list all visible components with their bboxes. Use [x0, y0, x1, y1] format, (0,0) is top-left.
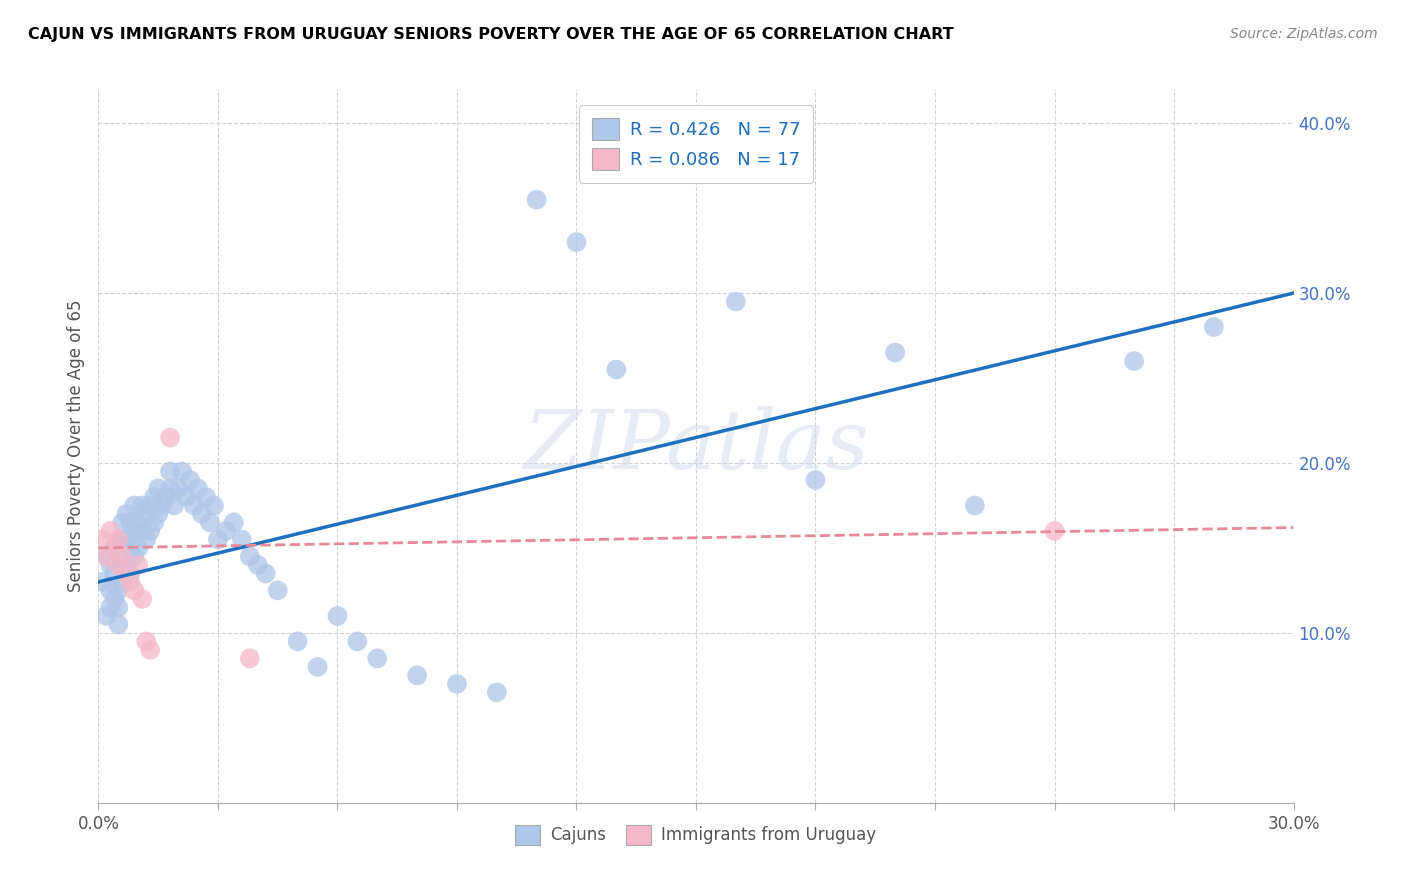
Point — [526, 193, 548, 207]
Point — [120, 566, 142, 581]
Point — [143, 490, 166, 504]
Point — [183, 499, 205, 513]
Point — [202, 499, 225, 513]
Text: Source: ZipAtlas.com: Source: ZipAtlas.com — [1230, 27, 1378, 41]
Point — [139, 499, 162, 513]
Y-axis label: Seniors Poverty Over the Age of 65: Seniors Poverty Over the Age of 65 — [66, 300, 84, 592]
Point — [366, 651, 388, 665]
Point — [124, 499, 146, 513]
Point — [159, 482, 181, 496]
Point — [287, 634, 309, 648]
Point — [124, 583, 146, 598]
Point — [187, 482, 209, 496]
Point — [139, 643, 162, 657]
Point — [111, 549, 134, 564]
Point — [107, 617, 129, 632]
Point — [446, 677, 468, 691]
Point — [120, 516, 142, 530]
Point — [91, 574, 114, 589]
Point — [724, 294, 747, 309]
Point — [103, 541, 125, 555]
Point — [115, 507, 138, 521]
Point — [155, 490, 177, 504]
Point — [103, 566, 125, 581]
Point — [198, 516, 221, 530]
Point — [1043, 524, 1066, 538]
Point — [267, 583, 290, 598]
Point — [143, 516, 166, 530]
Point — [565, 235, 588, 249]
Point — [195, 490, 218, 504]
Point — [148, 507, 170, 521]
Point — [131, 499, 153, 513]
Point — [804, 473, 827, 487]
Point — [107, 533, 129, 547]
Point — [174, 490, 197, 504]
Point — [120, 574, 142, 589]
Point — [111, 533, 134, 547]
Point — [107, 600, 129, 615]
Point — [98, 558, 122, 572]
Point — [172, 465, 194, 479]
Point — [406, 668, 429, 682]
Point — [96, 549, 118, 564]
Point — [124, 549, 146, 564]
Point — [150, 499, 173, 513]
Point — [963, 499, 986, 513]
Point — [98, 600, 122, 615]
Point — [127, 541, 149, 555]
Point — [231, 533, 253, 547]
Point — [98, 583, 122, 598]
Point — [135, 533, 157, 547]
Point — [135, 507, 157, 521]
Point — [120, 541, 142, 555]
Point — [246, 558, 269, 572]
Point — [163, 499, 186, 513]
Point — [307, 660, 329, 674]
Point — [115, 533, 138, 547]
Point — [167, 482, 190, 496]
Point — [207, 533, 229, 547]
Point — [103, 541, 125, 555]
Point — [191, 507, 214, 521]
Point — [107, 549, 129, 564]
Point — [159, 430, 181, 444]
Point — [115, 558, 138, 572]
Point — [127, 558, 149, 572]
Point — [131, 524, 153, 538]
Point — [159, 465, 181, 479]
Point — [131, 591, 153, 606]
Point — [96, 608, 118, 623]
Point — [107, 583, 129, 598]
Point — [148, 482, 170, 496]
Point — [124, 524, 146, 538]
Point — [215, 524, 238, 538]
Point — [96, 549, 118, 564]
Legend: Cajuns, Immigrants from Uruguay: Cajuns, Immigrants from Uruguay — [505, 814, 887, 855]
Point — [98, 524, 122, 538]
Point — [1202, 320, 1225, 334]
Point — [111, 516, 134, 530]
Point — [127, 516, 149, 530]
Point — [326, 608, 349, 623]
Point — [222, 516, 245, 530]
Text: CAJUN VS IMMIGRANTS FROM URUGUAY SENIORS POVERTY OVER THE AGE OF 65 CORRELATION : CAJUN VS IMMIGRANTS FROM URUGUAY SENIORS… — [28, 27, 953, 42]
Point — [107, 558, 129, 572]
Point — [884, 345, 907, 359]
Point — [91, 533, 114, 547]
Point — [103, 591, 125, 606]
Point — [346, 634, 368, 648]
Point — [111, 574, 134, 589]
Point — [239, 651, 262, 665]
Text: ZIPatlas: ZIPatlas — [523, 406, 869, 486]
Point — [605, 362, 627, 376]
Point — [179, 473, 201, 487]
Point — [139, 524, 162, 538]
Point — [239, 549, 262, 564]
Point — [485, 685, 508, 699]
Point — [1123, 354, 1146, 368]
Point — [135, 634, 157, 648]
Point — [115, 566, 138, 581]
Point — [254, 566, 277, 581]
